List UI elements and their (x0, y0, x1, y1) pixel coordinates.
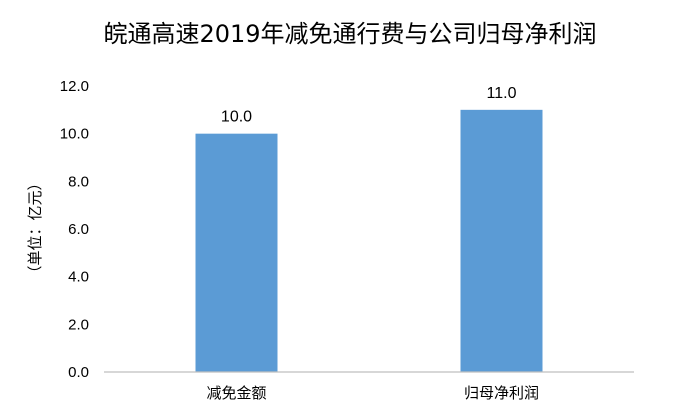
y-axis-label: （单位：亿元） (26, 175, 44, 280)
y-tick-label: 0.0 (68, 364, 89, 381)
bar-2 (460, 109, 543, 372)
y-tick-label: 12.0 (60, 78, 89, 95)
bar-1 (195, 133, 278, 372)
category-label: 归母净利润 (464, 384, 539, 402)
chart-title: 皖通高速2019年减免通行费与公司归母净利润 (103, 20, 596, 48)
y-tick-label: 2.0 (68, 316, 89, 333)
data-label: 10.0 (221, 109, 252, 126)
data-label: 11.0 (487, 85, 517, 102)
category-label: 减免金额 (206, 384, 266, 402)
y-tick-label: 4.0 (68, 269, 89, 286)
y-tick-label: 8.0 (68, 173, 89, 190)
y-tick-label: 6.0 (68, 221, 89, 238)
y-tick-label: 10.0 (60, 126, 89, 143)
plot-area: 0.0 2.0 4.0 6.0 8.0 10.0 12.0 10.0 减免金额 11.0 归母净利润 (60, 78, 634, 402)
